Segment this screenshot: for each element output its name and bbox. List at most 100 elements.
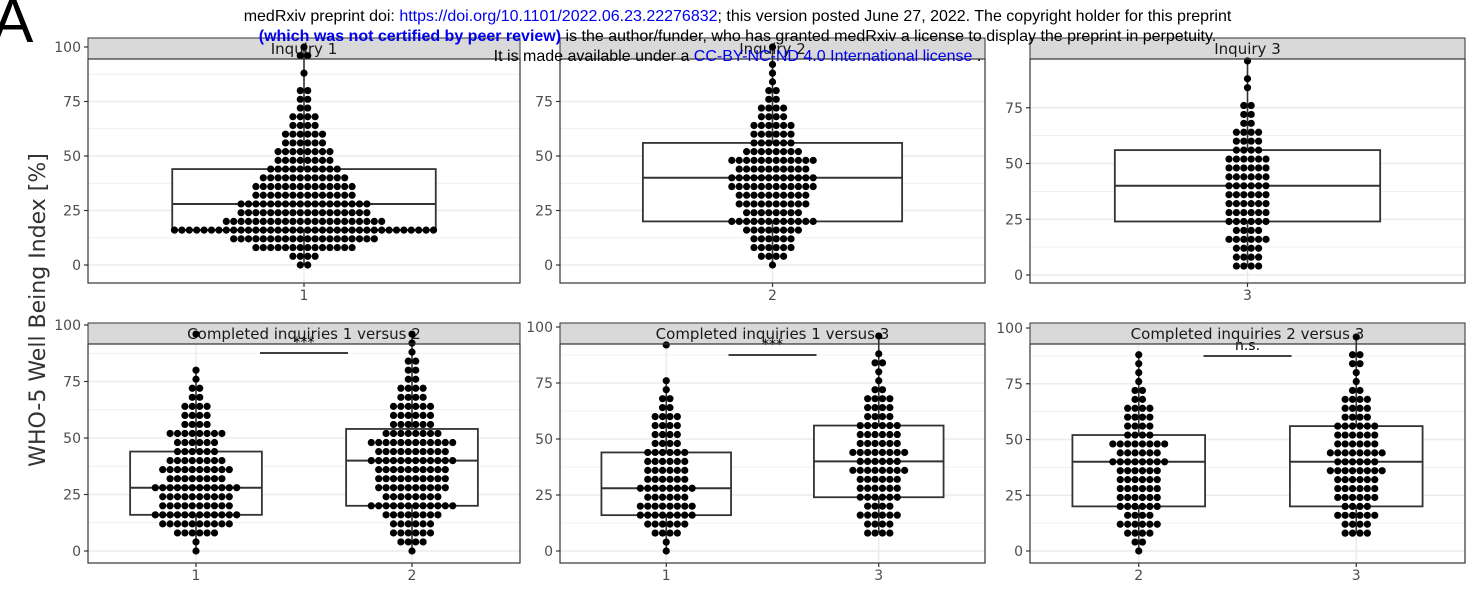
data-point — [1348, 529, 1357, 537]
data-point — [765, 174, 773, 182]
data-point — [397, 429, 405, 438]
data-point — [203, 411, 211, 419]
data-point — [281, 182, 290, 191]
data-point — [886, 395, 894, 403]
data-point — [1334, 476, 1342, 484]
data-point — [768, 43, 777, 51]
data-point — [412, 402, 420, 410]
data-point — [326, 148, 334, 156]
data-point — [787, 156, 795, 164]
data-point — [1225, 173, 1233, 181]
data-point — [886, 520, 894, 528]
data-point — [210, 457, 219, 465]
data-point — [151, 511, 159, 519]
data-point — [1116, 467, 1124, 475]
data-point — [1135, 377, 1143, 386]
data-point — [658, 511, 667, 519]
data-point — [1131, 440, 1139, 448]
data-point — [404, 520, 412, 528]
license-link[interactable]: CC-BY-NC-ND 4.0 International license — [693, 48, 973, 65]
data-point — [252, 226, 260, 234]
data-point — [1255, 208, 1263, 217]
data-point — [787, 174, 795, 182]
data-point — [233, 484, 241, 492]
data-point — [181, 457, 189, 465]
data-point — [181, 529, 189, 537]
data-point — [441, 475, 449, 483]
data-point — [225, 493, 233, 501]
data-point — [787, 139, 795, 147]
data-point — [1341, 476, 1349, 484]
data-point — [681, 484, 689, 492]
data-point — [434, 475, 442, 483]
data-point — [188, 420, 196, 429]
data-point — [203, 420, 211, 429]
data-point — [259, 191, 267, 199]
data-point — [1146, 413, 1154, 421]
data-point — [757, 182, 766, 191]
data-point — [1341, 440, 1349, 448]
data-point — [408, 348, 416, 356]
data-point — [289, 121, 297, 130]
data-point — [886, 404, 894, 412]
data-point — [787, 148, 795, 156]
data-point — [389, 402, 398, 410]
data-point — [1146, 529, 1154, 537]
data-point — [237, 217, 245, 225]
doi-link[interactable]: https://doi.org/10.1101/2022.06.23.22276… — [399, 8, 718, 25]
data-point — [355, 209, 364, 217]
data-point — [886, 448, 894, 457]
data-point — [296, 261, 304, 269]
data-point — [673, 448, 681, 457]
data-point — [1356, 386, 1364, 395]
data-point — [849, 448, 857, 457]
data-point — [296, 113, 304, 121]
data-point — [196, 529, 204, 537]
data-point — [289, 174, 297, 182]
data-point — [1247, 164, 1255, 172]
data-point — [382, 447, 390, 456]
data-point — [392, 226, 401, 234]
data-point — [1363, 440, 1371, 448]
data-point — [1363, 493, 1371, 502]
data-point — [787, 209, 795, 217]
data-point — [644, 511, 652, 519]
data-point — [1255, 235, 1263, 243]
data-point — [218, 457, 226, 465]
data-point — [441, 502, 449, 510]
data-point — [886, 511, 894, 519]
data-point — [750, 174, 758, 182]
data-point — [274, 165, 282, 173]
data-point — [1153, 493, 1161, 502]
data-point — [1363, 467, 1371, 475]
data-point — [404, 429, 412, 438]
data-point — [1247, 200, 1255, 208]
data-point — [765, 252, 773, 260]
data-point — [772, 226, 780, 234]
data-point — [389, 429, 398, 438]
data-point — [408, 547, 416, 555]
box-iqr — [345, 428, 479, 507]
data-point — [378, 226, 386, 234]
data-point — [196, 511, 204, 519]
data-point — [341, 191, 349, 199]
data-point — [259, 182, 267, 191]
data-point — [188, 484, 196, 492]
data-point — [1356, 493, 1364, 502]
data-point — [311, 217, 319, 225]
data-point — [750, 182, 758, 191]
data-point — [772, 209, 780, 217]
data-point — [225, 502, 233, 510]
chart-panel-5: Completed inquiries 1 versus 3*** 0 25 50 75… — [526, 320, 986, 584]
data-point — [765, 148, 773, 156]
data-point — [289, 243, 297, 252]
data-point — [382, 475, 390, 483]
data-point — [426, 520, 435, 528]
data-point — [794, 165, 803, 173]
data-point — [673, 529, 681, 537]
data-point — [658, 529, 667, 537]
y-tick-label: 50 — [63, 149, 81, 165]
data-point — [666, 457, 674, 465]
data-point — [333, 209, 341, 217]
data-point — [802, 156, 810, 164]
